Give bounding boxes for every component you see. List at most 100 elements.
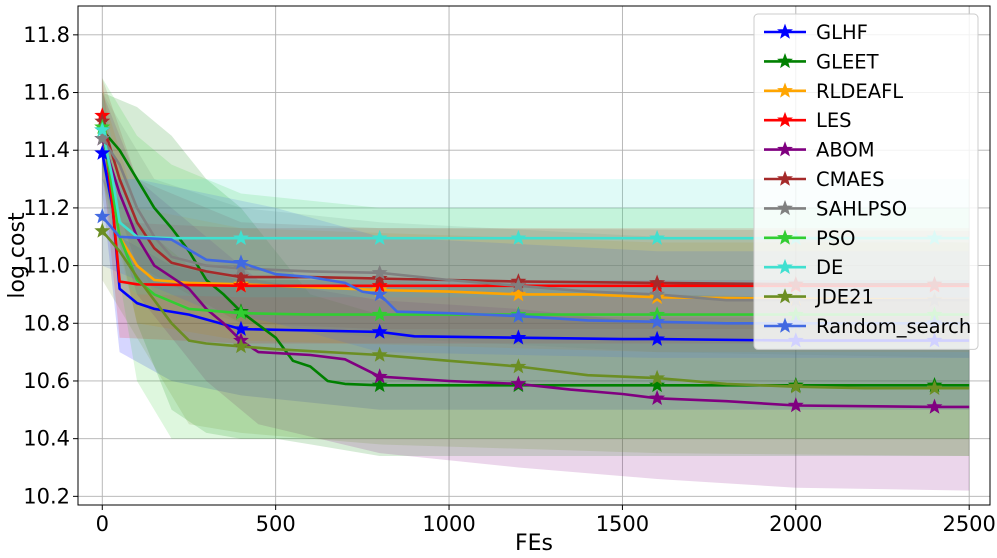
x-tick-label: 500 <box>256 512 296 536</box>
marker-cmaes <box>371 270 388 286</box>
marker-pso <box>233 304 249 320</box>
legend-swatch-star <box>777 258 793 274</box>
y-tick-label: 10.6 <box>23 369 70 393</box>
x-tick-label: 1500 <box>596 512 649 536</box>
marker-gleet <box>371 376 388 393</box>
marker-de <box>233 229 249 245</box>
marker-abom <box>371 368 388 384</box>
band-pso <box>102 78 970 439</box>
marker-les <box>233 277 249 293</box>
line-random-search <box>101 215 970 325</box>
legend-label: GLEET <box>816 50 879 73</box>
marker-jde21 <box>926 379 943 395</box>
y-tick-label: 10.2 <box>23 484 70 508</box>
legend-swatch-star <box>777 111 793 127</box>
y-tick-label: 11.4 <box>23 138 70 162</box>
marker-sahlpso <box>94 130 111 146</box>
band-glhf <box>102 107 970 410</box>
marker-random-search <box>233 254 249 270</box>
y-tick-label: 11.2 <box>23 196 70 220</box>
marker-jde21 <box>510 358 527 374</box>
y-tick-label: 11.8 <box>23 23 70 47</box>
marker-sahlpso <box>510 277 527 293</box>
marker-random-search <box>510 307 527 323</box>
legend-swatch-star <box>777 229 793 245</box>
marker-gleet <box>649 376 666 393</box>
marker-sahlpso <box>649 286 666 302</box>
marker-cmaes <box>233 268 249 284</box>
x-axis-ticks: 0 500 1000 1500 2000 2500 <box>96 505 996 536</box>
y-tick-label: 10.4 <box>23 427 70 451</box>
y-tick-label: 10.8 <box>23 311 70 335</box>
marker-de <box>371 229 388 245</box>
marker-abom <box>649 389 666 406</box>
band-cmaes <box>102 78 970 330</box>
legend-swatch-star <box>777 288 793 304</box>
marker-glhf <box>510 329 527 345</box>
marker-glhf <box>94 144 111 160</box>
marker-de <box>649 229 666 245</box>
legend-swatch-star <box>777 82 793 98</box>
legend-label: CMAES <box>816 168 884 191</box>
marker-jde21 <box>94 222 111 238</box>
y-tick-label: 11.0 <box>23 254 70 278</box>
marker-jde21 <box>649 369 666 385</box>
marker-cmaes <box>649 274 666 290</box>
legend-label: LES <box>816 109 852 132</box>
legend-label: JDE21 <box>814 286 874 309</box>
marker-abom <box>787 397 804 413</box>
marker-de <box>510 229 527 245</box>
legend-swatch-star <box>777 23 793 39</box>
line-jde21 <box>101 230 970 390</box>
legend-label: RLDEAFL <box>816 80 903 103</box>
x-tick-label: 1000 <box>422 512 475 536</box>
line-cmaes <box>101 121 970 286</box>
legend: GLHF GLEET RLDEAFL LES ABOM CMAES SAHLPSO PSO DE… <box>753 13 979 350</box>
plot-frame <box>77 5 991 506</box>
marker-random-search <box>371 286 388 302</box>
marker-abom <box>926 398 943 414</box>
legend-swatch-star <box>777 53 793 69</box>
legend-box <box>753 13 979 350</box>
y-tick-label: 11.6 <box>23 81 70 105</box>
band-abom <box>102 92 970 491</box>
x-axis-label: FEs <box>515 531 553 556</box>
legend-label: ABOM <box>816 139 875 162</box>
marker-rldeafl <box>510 286 527 302</box>
legend-label: SAHLPSO <box>816 197 907 220</box>
legend-label: Random_search <box>816 315 971 338</box>
band-sahlpso <box>102 92 970 358</box>
x-tick-label: 2000 <box>769 512 822 536</box>
marker-jde21 <box>233 338 249 354</box>
band-random-search <box>102 179 970 358</box>
band-de <box>102 92 970 298</box>
x-tick-label: 2500 <box>942 512 995 536</box>
legend-swatch-star <box>777 170 793 186</box>
marker-sahlpso <box>371 264 388 280</box>
line-glhf <box>101 152 970 342</box>
marker-jde21 <box>787 378 804 394</box>
legend-swatch-star <box>777 317 793 333</box>
y-axis-ticks: 10.2 10.4 10.6 10.8 11.0 11.2 11.4 11.6 11.8 <box>23 23 78 508</box>
marker-random-search <box>94 208 111 224</box>
marker-jde21 <box>371 346 388 362</box>
legend-label: PSO <box>816 227 856 250</box>
legend-swatch-star <box>777 141 793 157</box>
marker-sahlpso <box>233 260 249 276</box>
legend-swatch-star <box>777 200 793 216</box>
marker-glhf <box>233 320 249 336</box>
marker-pso <box>371 306 388 322</box>
legend-label: DE <box>816 256 843 279</box>
marker-random-search <box>649 313 666 329</box>
marker-glhf <box>649 330 666 346</box>
marker-de <box>94 121 111 137</box>
band-gleet <box>102 92 970 456</box>
marker-glhf <box>371 323 388 339</box>
marker-abom <box>510 375 527 391</box>
y-axis-label: log cost <box>5 212 30 299</box>
legend-label: GLHF <box>816 21 868 44</box>
line-abom <box>101 138 970 409</box>
line-sahlpso <box>101 137 970 302</box>
x-tick-label: 0 <box>96 512 109 536</box>
